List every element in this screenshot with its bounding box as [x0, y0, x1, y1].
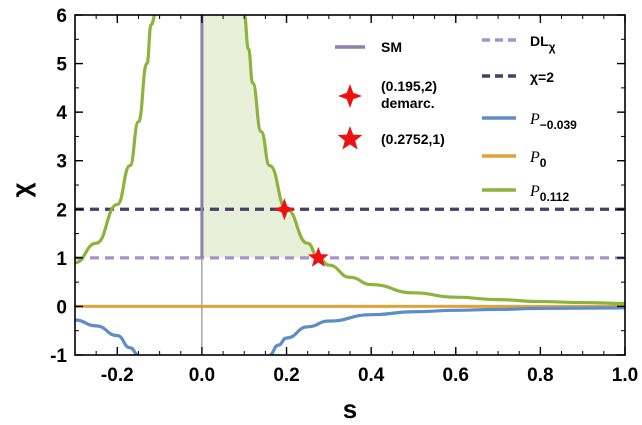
legend-label-main: χ=2	[530, 69, 554, 85]
legend-label-main: P	[529, 111, 540, 128]
series-p0112-curve-branch-1	[75, 15, 157, 265]
x-tick-label: 0.0	[189, 365, 215, 386]
plot-frame	[74, 14, 626, 356]
legend-2752-label: (0.2752,1)	[381, 131, 445, 147]
legend-label-3: P0	[529, 149, 547, 170]
y-tick-label: -1	[50, 346, 67, 367]
x-tick-label: 1.0	[612, 365, 638, 386]
x-tick-label: 0.8	[527, 365, 553, 386]
x-tick-label: 0.6	[443, 365, 469, 386]
x-axis-label: s	[343, 394, 357, 424]
y-tick-label: 4	[56, 103, 67, 124]
series-p-neg0039-curve-branch-2	[269, 306, 625, 355]
y-tick-label: 2	[56, 200, 67, 221]
legend-label-0: DLχ	[530, 33, 556, 54]
legend-label-sub: χ	[549, 40, 556, 54]
x-tick-label: -0.2	[101, 365, 134, 386]
legend-sm-label: SM	[381, 39, 402, 55]
x-tick-label: 0.4	[358, 365, 385, 386]
legend-demarc-star	[338, 84, 362, 108]
marker-point-2752	[307, 246, 329, 267]
series-p-neg0039-curve-branch-1	[75, 318, 139, 355]
legend-label-sub: 0	[540, 156, 547, 170]
legend-label-1: χ=2	[530, 69, 554, 85]
y-tick-label: 1	[56, 249, 67, 270]
legend-demarc-label: (0.195,2)	[381, 78, 437, 94]
shaded-region	[201, 15, 319, 258]
x-tick-label: 0.2	[273, 365, 299, 386]
marker-demarc	[273, 198, 296, 221]
y-tick-label: 5	[56, 55, 67, 76]
legend-label-main: P	[529, 183, 540, 200]
y-tick-label: 6	[56, 6, 67, 27]
y-tick-label: 0	[56, 297, 67, 318]
legend-label-main: P	[529, 149, 540, 166]
legend-demarc-label2: demarc.	[381, 95, 435, 111]
series-p0112-curve-branch-2	[242, 15, 625, 306]
legend-2752-star	[337, 126, 363, 150]
legend-label-main: DL	[530, 33, 549, 49]
legend-label-sub: −0.039	[540, 118, 577, 132]
legend-label-2: P−0.039	[529, 111, 577, 132]
legend-label-4: P0.112	[529, 183, 569, 204]
y-tick-label: 3	[56, 152, 67, 173]
legend-label-sub: 0.112	[540, 190, 570, 204]
y-axis-label: χ	[6, 182, 36, 197]
